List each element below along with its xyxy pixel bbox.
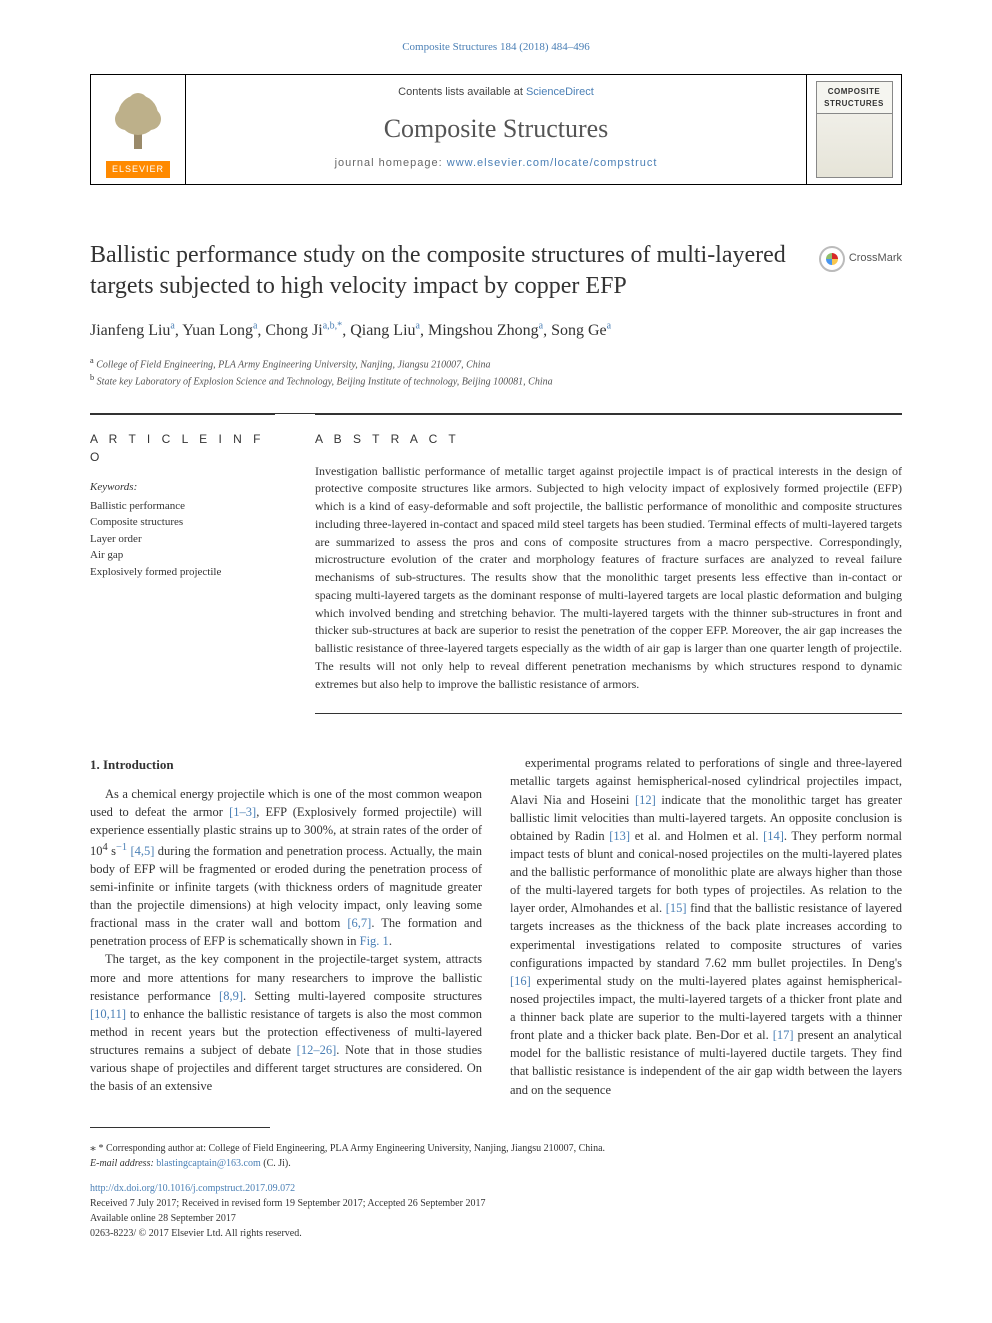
star-icon: ⁎ xyxy=(90,1140,96,1154)
sciencedirect-link[interactable]: ScienceDirect xyxy=(526,86,594,98)
intro-paragraph-2: The target, as the key component in the … xyxy=(90,950,482,1095)
footer-separator xyxy=(90,1127,270,1128)
title-row: Ballistic performance study on the compo… xyxy=(90,240,902,301)
email-line: E-mail address: blastingcaptain@163.com … xyxy=(90,1156,902,1171)
crossmark-icon xyxy=(819,246,845,272)
affiliation-b: b State key Laboratory of Explosion Scie… xyxy=(90,372,902,389)
corr-text: * Corresponding author at: College of Fi… xyxy=(99,1143,606,1154)
keyword-item: Ballistic performance xyxy=(90,498,275,515)
abstract-column: A B S T R A C T Investigation ballistic … xyxy=(315,414,902,714)
abstract-text: Investigation ballistic performance of m… xyxy=(315,463,902,694)
affiliations: a College of Field Engineering, PLA Army… xyxy=(90,355,902,390)
publisher-label: ELSEVIER xyxy=(106,161,170,178)
crossmark-badge-wrapper[interactable]: CrossMark xyxy=(819,240,902,272)
top-citation-link[interactable]: Composite Structures 184 (2018) 484–496 xyxy=(402,41,590,53)
keyword-item: Explosively formed projectile xyxy=(90,564,275,581)
journal-header: ELSEVIER Contents lists available at Sci… xyxy=(90,74,902,185)
body-two-column: 1. Introduction As a chemical energy pro… xyxy=(90,754,902,1098)
journal-cover-thumb: COMPOSITE STRUCTURES xyxy=(816,81,893,178)
cover-label: COMPOSITE STRUCTURES xyxy=(817,82,892,114)
authors: Jianfeng Liua, Yuan Longa, Chong Jia,b,*… xyxy=(90,319,902,342)
publisher-cell: ELSEVIER xyxy=(91,75,186,184)
doi-link[interactable]: http://dx.doi.org/10.1016/j.compstruct.2… xyxy=(90,1183,295,1194)
email-label: E-mail address: xyxy=(90,1158,156,1169)
homepage-link[interactable]: www.elsevier.com/locate/compstruct xyxy=(447,157,658,169)
contents-prefix: Contents lists available at xyxy=(398,86,526,98)
keywords-list: Ballistic performanceComposite structure… xyxy=(90,498,275,581)
intro-paragraph-3: experimental programs related to perfora… xyxy=(510,754,902,1098)
copyright-line: 0263-8223/ © 2017 Elsevier Ltd. All righ… xyxy=(90,1226,902,1241)
keyword-item: Composite structures xyxy=(90,514,275,531)
abstract-heading: A B S T R A C T xyxy=(315,431,902,448)
footer-block: ⁎ * Corresponding author at: College of … xyxy=(90,1138,902,1241)
homepage-line: journal homepage: www.elsevier.com/locat… xyxy=(194,156,798,172)
corresponding-author: ⁎ * Corresponding author at: College of … xyxy=(90,1138,902,1156)
doi-line: http://dx.doi.org/10.1016/j.compstruct.2… xyxy=(90,1181,902,1196)
cover-body xyxy=(817,114,892,177)
affiliation-a: a College of Field Engineering, PLA Army… xyxy=(90,355,902,372)
journal-title: Composite Structures xyxy=(194,110,798,148)
homepage-prefix: journal homepage: xyxy=(335,157,447,169)
page: Composite Structures 184 (2018) 484–496 … xyxy=(0,0,992,1301)
keywords-label: Keywords: xyxy=(90,480,275,496)
email-suffix: (C. Ji). xyxy=(261,1158,291,1169)
info-abstract-row: A R T I C L E I N F O Keywords: Ballisti… xyxy=(90,413,902,714)
contents-line: Contents lists available at ScienceDirec… xyxy=(194,85,798,101)
article-title: Ballistic performance study on the compo… xyxy=(90,240,799,301)
cover-cell: COMPOSITE STRUCTURES xyxy=(806,75,901,184)
keyword-item: Layer order xyxy=(90,531,275,548)
crossmark-label: CrossMark xyxy=(849,251,902,267)
received-line: Received 7 July 2017; Received in revise… xyxy=(90,1196,902,1211)
top-citation: Composite Structures 184 (2018) 484–496 xyxy=(90,40,902,56)
header-center: Contents lists available at ScienceDirec… xyxy=(186,75,806,184)
keyword-item: Air gap xyxy=(90,547,275,564)
article-info-heading: A R T I C L E I N F O xyxy=(90,431,275,466)
email-link[interactable]: blastingcaptain@163.com xyxy=(156,1158,260,1169)
elsevier-tree-icon xyxy=(108,87,168,157)
intro-paragraph-1: As a chemical energy projectile which is… xyxy=(90,785,482,950)
section-1-heading: 1. Introduction xyxy=(90,756,482,775)
available-line: Available online 28 September 2017 xyxy=(90,1211,902,1226)
article-info-column: A R T I C L E I N F O Keywords: Ballisti… xyxy=(90,414,275,714)
